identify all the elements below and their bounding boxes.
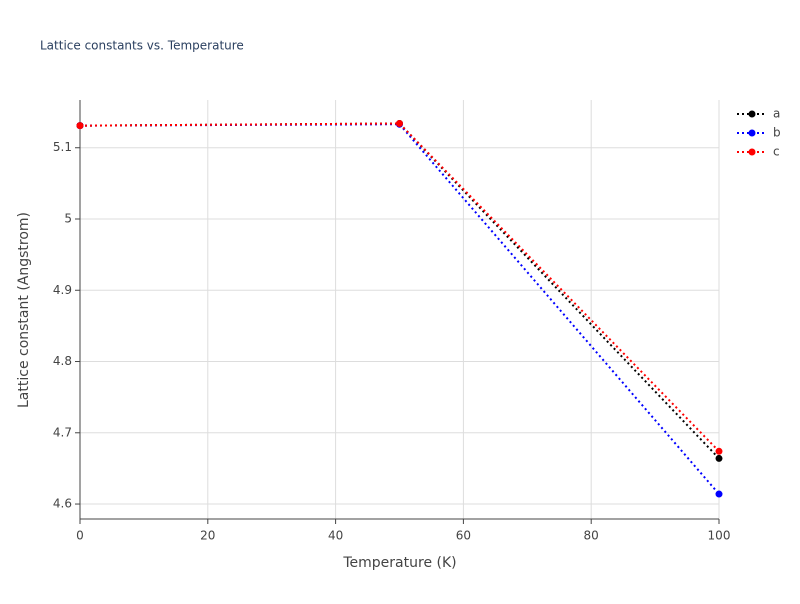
y-axis-label: Lattice constant (Angstrom) [16, 212, 32, 408]
chart-title: Lattice constants vs. Temperature [40, 39, 244, 53]
x-axis-label: Temperature (K) [342, 555, 456, 571]
data-point [715, 454, 723, 462]
legend-label: a [773, 107, 780, 121]
series-line [79, 122, 720, 453]
data-point [396, 120, 403, 128]
y-tick-label: 4.9 [53, 283, 72, 297]
legend-marker [748, 110, 756, 118]
series-line [79, 122, 720, 460]
data-point [715, 447, 723, 455]
x-tick-label: 20 [200, 529, 215, 543]
data-point [715, 490, 723, 498]
y-tick-label: 5.1 [53, 140, 72, 154]
x-tick-label: 40 [328, 529, 343, 543]
y-tick-label: 4.8 [53, 354, 72, 368]
legend-marker [748, 148, 756, 156]
y-tick-label: 4.6 [53, 497, 72, 511]
data-point [76, 122, 84, 130]
x-tick-label: 80 [584, 529, 599, 543]
legend-label: c [773, 145, 780, 159]
series-line [79, 123, 720, 495]
legend-marker [748, 129, 756, 137]
legend-label: b [773, 126, 781, 140]
x-tick-label: 100 [708, 529, 731, 543]
x-tick-label: 60 [456, 529, 471, 543]
x-tick-label: 0 [76, 529, 84, 543]
y-tick-label: 4.7 [53, 425, 72, 439]
y-tick-label: 5 [64, 212, 72, 226]
